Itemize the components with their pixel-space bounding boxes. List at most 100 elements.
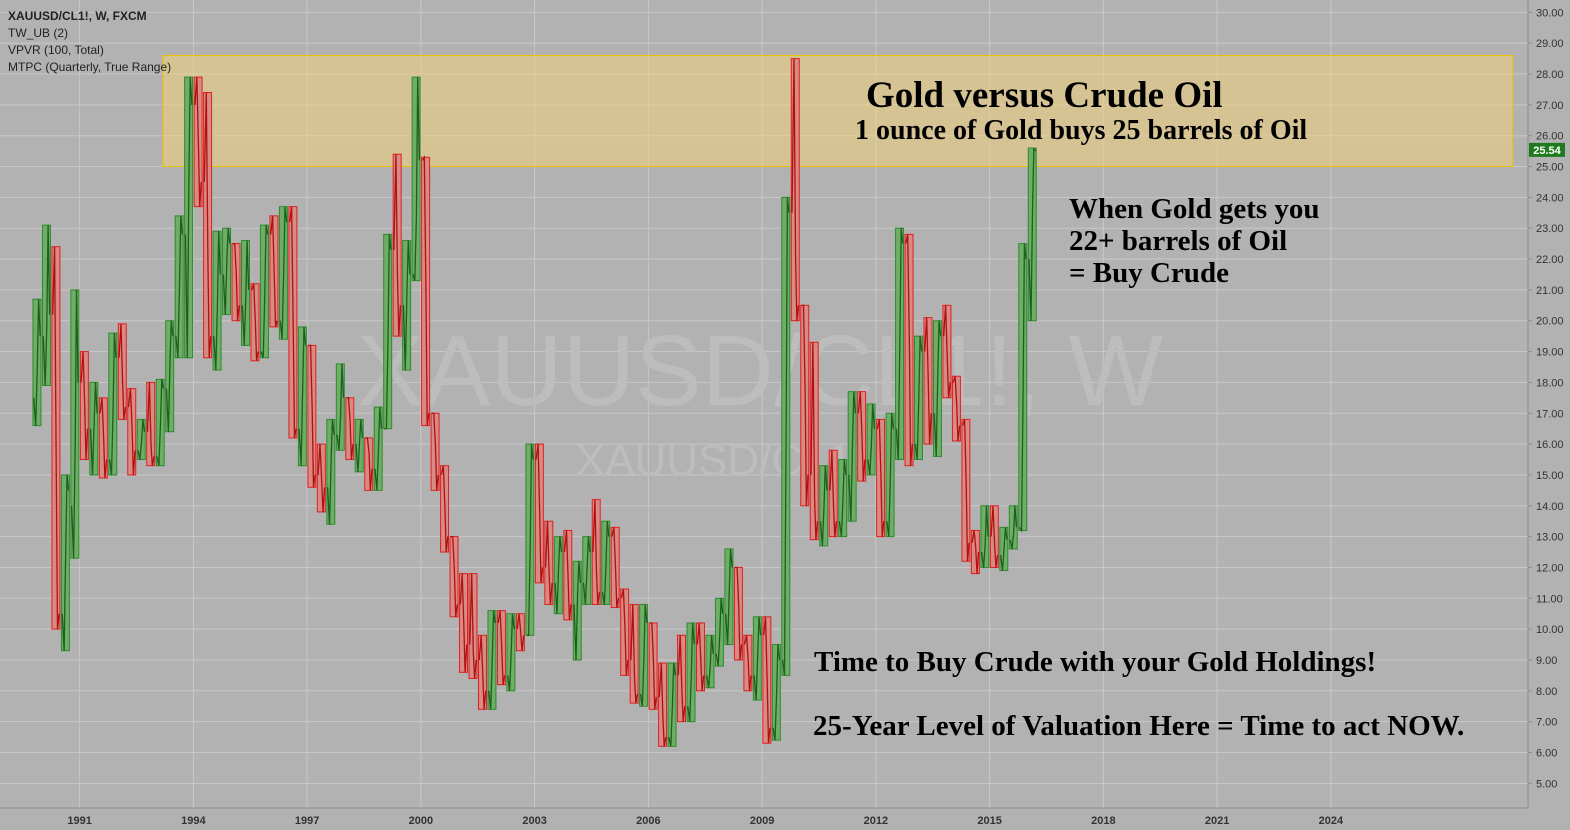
weekly-segment [668,663,676,747]
weekly-segment [677,635,686,722]
x-tick-label: 2018 [1091,815,1115,827]
weekly-segment [516,613,525,651]
weekly-segment [346,397,354,460]
weekly-segment [118,323,127,420]
y-tick-label: 12.00 [1536,562,1564,574]
weekly-segment [127,388,136,475]
y-tick-label: 19.00 [1536,347,1564,359]
weekly-segment [61,474,70,651]
weekly-segment [175,215,184,358]
weekly-segment [137,419,146,460]
y-tick-label: 25.00 [1536,162,1564,174]
legend-indicator-tw-ub[interactable]: TW_UB (2) [8,26,68,40]
legend-indicator-mtpc[interactable]: MTPC (Quarterly, True Range) [8,60,172,74]
weekly-segment [886,413,894,537]
weekly-segment [810,342,819,540]
y-tick-label: 28.00 [1536,69,1564,81]
weekly-segment [33,299,41,426]
weekly-segment [450,535,458,617]
weekly-segment [801,304,809,506]
weekly-segment [440,465,449,553]
weekly-segment [924,317,932,445]
y-tick-label: 20.00 [1536,316,1564,328]
weekly-segment [582,536,591,605]
y-tick-label: 30.00 [1536,7,1564,19]
weekly-segment [222,228,231,315]
weekly-segment [402,240,411,371]
weekly-segment [535,444,544,583]
weekly-segment [412,77,421,281]
legend-symbol[interactable]: XAUUSD/CL1!, W, FXCM [8,9,147,23]
weekly-segment [905,234,913,466]
weekly-segment [80,351,89,460]
weekly-segment [478,635,487,710]
weekly-segment [895,228,904,460]
weekly-segment [336,363,345,451]
weekly-segment [146,382,155,466]
price-axis: 5.00 6.00 7.00 8.00 9.00 10.00 11.00 12.00 13.00… [1528,7,1564,790]
weekly-segment [326,419,335,525]
weekly-segment [507,613,515,691]
x-tick-label: 2021 [1205,815,1229,827]
weekly-segment [194,77,202,207]
weekly-segment [753,616,762,701]
time-axis: 1991 1994 1997 2000 2003 2006 2009 2012 2015 2018… [67,815,1344,827]
weekly-segment [1018,243,1027,533]
weekly-segment [70,289,79,559]
weekly-segment [772,644,781,741]
weekly-segment [488,610,496,710]
weekly-segment [990,505,999,568]
weekly-segment [933,320,942,457]
y-tick-label: 9.00 [1536,655,1557,667]
weekly-segment [365,437,373,491]
x-tick-label: 1997 [295,815,319,827]
last-price-label: 25.54 [1533,145,1561,157]
weekly-segment [914,336,923,460]
weekly-segment [876,419,885,537]
y-tick-label: 21.00 [1536,285,1564,297]
annotation-when-line-2: 22+ barrels of Oil [1069,225,1288,257]
weekly-segment [943,305,951,398]
weekly-segment [317,444,326,512]
y-tick-label: 11.00 [1536,593,1563,605]
weekly-segment [241,240,250,346]
weekly-segment [52,246,60,630]
weekly-segment [649,622,657,710]
weekly-segment [706,635,714,688]
weekly-segment [838,459,847,537]
annotation-valuation: 25-Year Level of Valuation Here = Time t… [813,710,1465,742]
weekly-segment [497,610,506,685]
x-tick-label: 2024 [1319,815,1344,827]
weekly-segment [962,419,970,562]
annotation-when-line-1: When Gold gets you [1069,193,1320,225]
x-tick-label: 2015 [977,815,1001,827]
weekly-segment [289,206,297,439]
weekly-segment [431,412,439,491]
x-tick-label: 1991 [67,815,91,827]
annotation-when-gold: When Gold gets you 22+ barrels of Oil = … [1069,193,1320,289]
y-tick-label: 18.00 [1536,377,1564,389]
weekly-segment [279,206,288,340]
weekly-segment [421,155,430,426]
weekly-segment [554,536,563,614]
watermark-symbol: XAUUSD/CL1!, W [357,315,1163,427]
chart-legend: XAUUSD/CL1!, W, FXCM TW_UB (2) VPVR (100… [8,8,171,76]
annotation-title: Gold versus Crude Oil [866,75,1223,116]
weekly-segment [156,379,165,466]
x-tick-label: 1994 [181,815,206,827]
weekly-segment [165,320,174,432]
y-tick-label: 15.00 [1536,470,1564,482]
weekly-segment [308,344,316,488]
weekly-segment [687,622,695,722]
weekly-segment [819,465,828,546]
weekly-segment [108,333,117,475]
legend-indicator-vpvr[interactable]: VPVR (100, Total) [8,43,104,57]
y-tick-label: 29.00 [1536,38,1564,50]
y-tick-label: 22.00 [1536,254,1564,266]
y-tick-label: 27.00 [1536,100,1564,112]
weekly-segment [715,598,724,667]
weekly-segment [42,225,51,386]
annotation-subtitle: 1 ounce of Gold buys 25 barrels of Oil [855,115,1308,146]
y-tick-label: 6.00 [1536,747,1557,759]
